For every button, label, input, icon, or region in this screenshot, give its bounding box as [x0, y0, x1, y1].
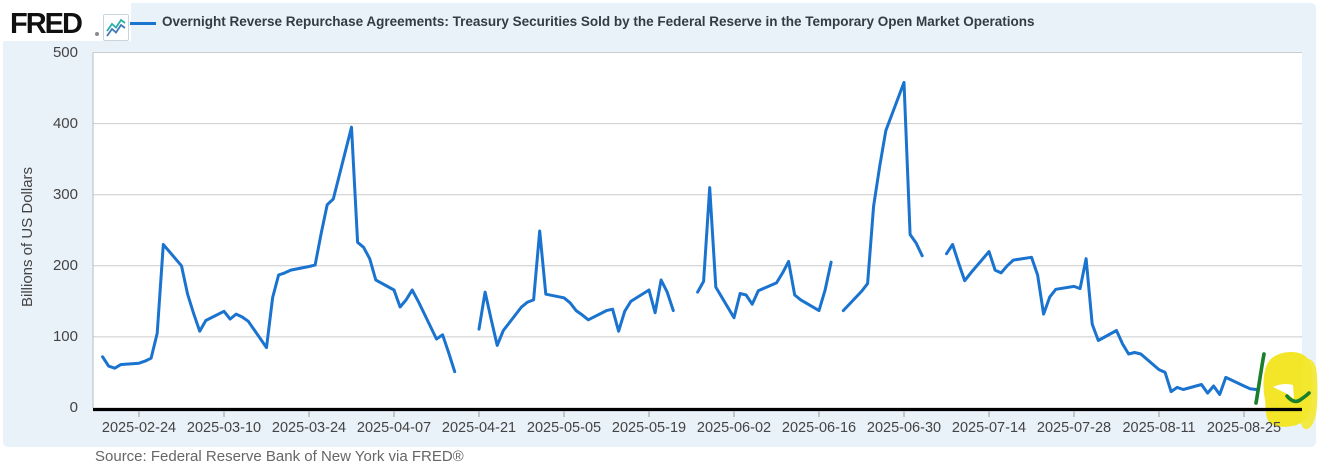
source-note: Source: Federal Reserve Bank of New York… — [95, 448, 464, 465]
y-tick-label: 0 — [69, 399, 78, 416]
series-line[interactable] — [101, 80, 1258, 396]
fred-logo-patch: FRED — [3, 3, 131, 41]
y-tick-label: 400 — [52, 114, 78, 132]
y-tick-label: 200 — [52, 256, 78, 274]
x-tick-label: 2025-02-24 — [101, 420, 177, 436]
x-tick-label: 2025-08-25 — [1206, 420, 1282, 436]
x-tick-label: 2025-06-30 — [866, 420, 942, 436]
y-tick-label: 300 — [52, 185, 78, 203]
green-tail-stroke — [1285, 391, 1311, 404]
x-tick-label: 2025-06-16 — [781, 420, 857, 436]
y-tick-label: 100 — [52, 327, 78, 345]
x-tick-label: 2025-06-02 — [696, 420, 772, 436]
x-tick-label: 2025-03-24 — [271, 420, 347, 436]
y-tick-label: 500 — [52, 43, 78, 61]
fred-sparkline-icon — [103, 14, 129, 41]
legend-line-marker — [130, 22, 156, 25]
x-tick-label: 2025-03-10 — [186, 420, 262, 436]
x-tick-label: 2025-07-28 — [1036, 420, 1112, 436]
fred-logo[interactable]: FRED — [10, 8, 83, 40]
green-spike-stroke — [1254, 352, 1266, 405]
x-tick-label: 2025-07-14 — [951, 420, 1027, 436]
sparkline-glyph — [106, 18, 126, 37]
x-tick-label: 2025-04-21 — [441, 420, 517, 436]
cursor-arrow — [1273, 383, 1294, 399]
x-tick-label: 2025-04-07 — [356, 420, 432, 436]
plot-area[interactable] — [93, 52, 1302, 409]
x-tick-label: 2025-05-05 — [526, 420, 602, 436]
registered-mark-icon — [95, 32, 99, 36]
x-tick-label: 2025-08-11 — [1122, 420, 1196, 436]
series-title: Overnight Reverse Repurchase Agreements:… — [162, 14, 1035, 29]
x-tick-label: 2025-05-19 — [611, 420, 687, 436]
